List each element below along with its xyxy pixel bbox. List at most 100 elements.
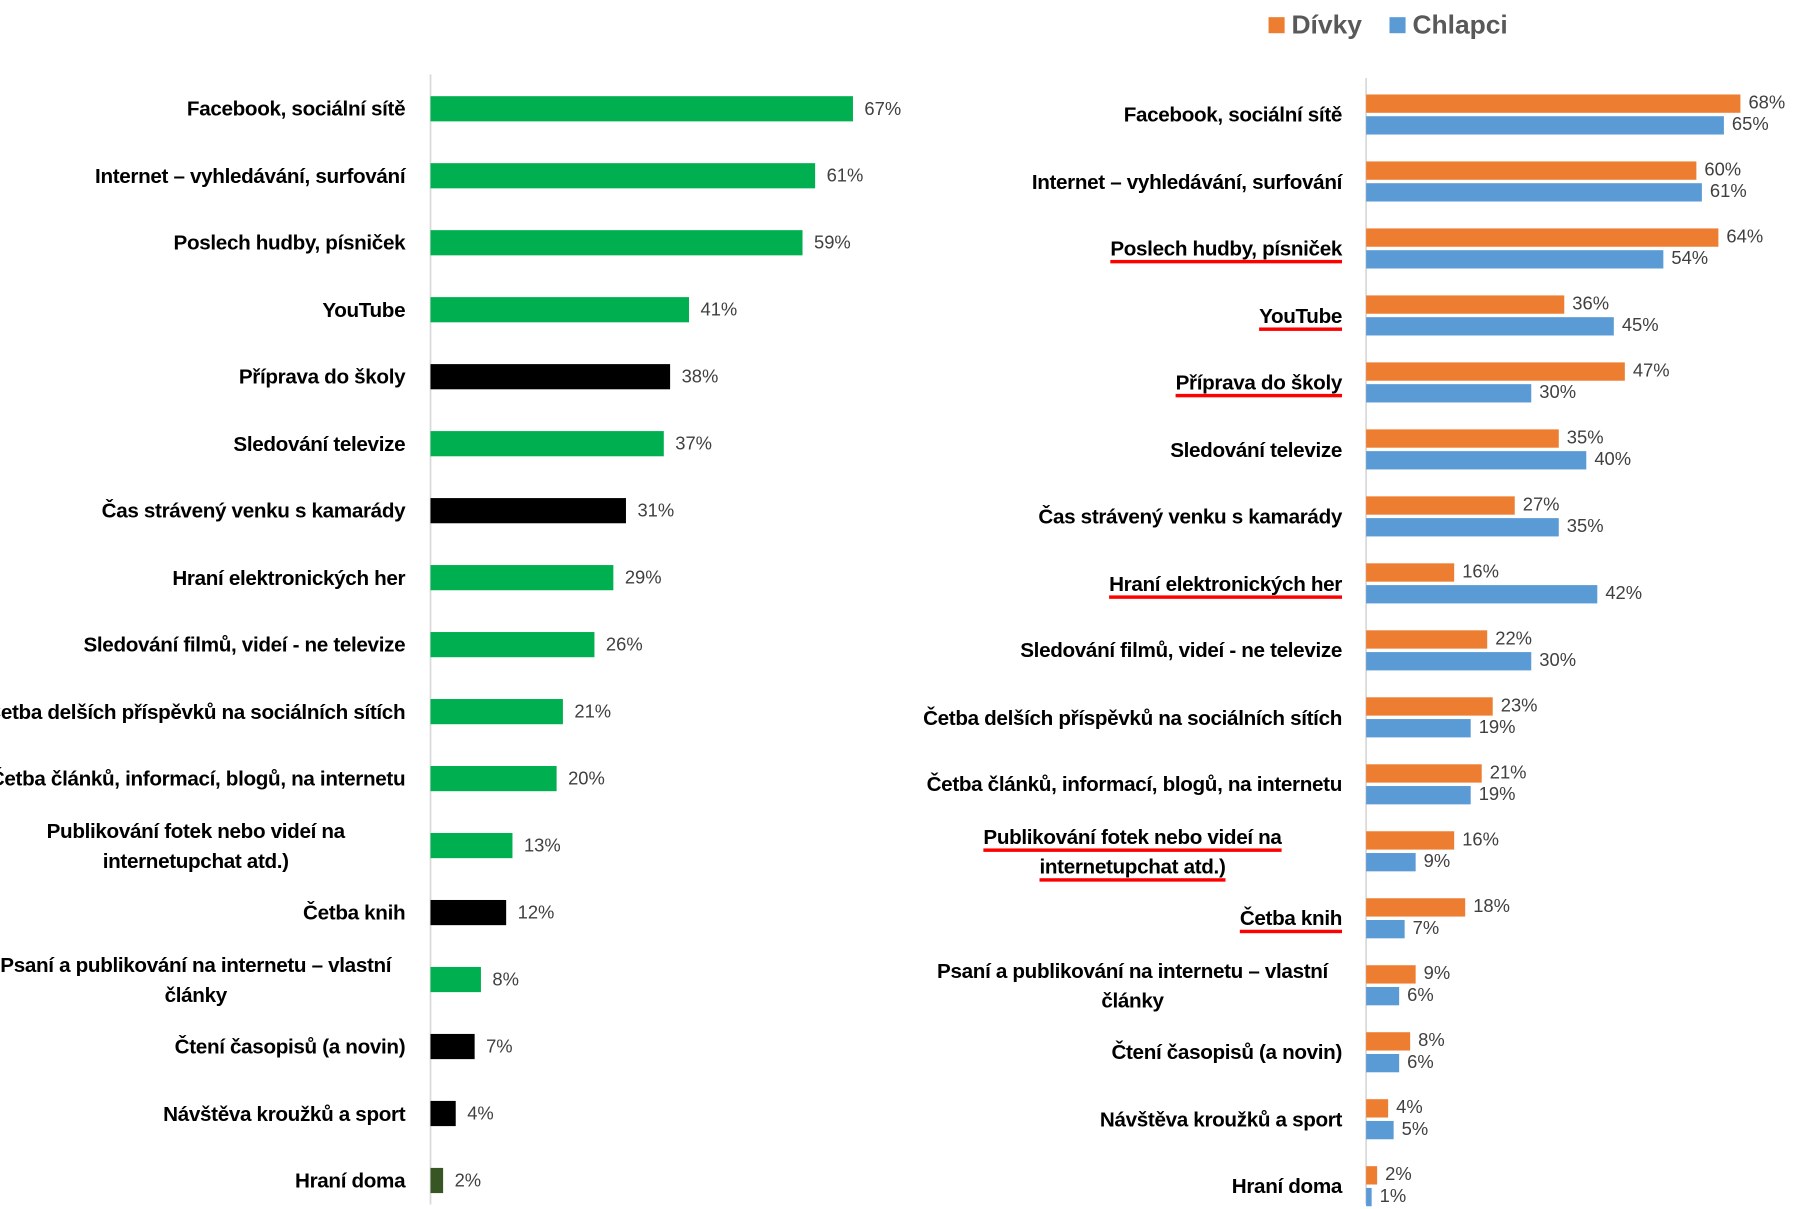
- bar: [1366, 853, 1416, 872]
- value-label: 29%: [625, 567, 662, 588]
- bar: [430, 1167, 444, 1194]
- value-label: 37%: [675, 433, 712, 454]
- value-label: 31%: [637, 500, 674, 521]
- category-label: Návštěva kroužků a sport: [163, 1102, 406, 1125]
- value-label: 23%: [1501, 694, 1538, 715]
- category-label: Čas strávený venku s kamarády: [1038, 504, 1343, 528]
- category-label: Čtení časopisů (a novin): [174, 1035, 406, 1058]
- bar: [1366, 630, 1488, 649]
- bar: [1366, 719, 1471, 738]
- category-label: Psaní a publikování na internetu – vlast…: [0, 953, 392, 1006]
- bar: [1366, 652, 1532, 671]
- bar: [430, 364, 671, 390]
- category-label-box: Četba delších příspěvků na sociálních sí…: [923, 702, 1342, 732]
- bar: [1366, 295, 1565, 314]
- value-label: 9%: [1424, 962, 1451, 983]
- value-label: 5%: [1402, 1118, 1429, 1139]
- category-label: Psaní a publikování na internetu – vlast…: [937, 958, 1328, 1012]
- category-label: Příprava do školy: [1175, 370, 1343, 394]
- category-label-box: Čas strávený venku s kamarády: [0, 496, 406, 526]
- category-label: Facebook, sociální sítě: [1123, 103, 1343, 126]
- bar: [430, 899, 507, 926]
- category-label-box: Hraní elektronických her: [0, 563, 405, 593]
- bar: [1366, 1120, 1394, 1140]
- value-label: 60%: [1704, 158, 1741, 179]
- category-label-box: Hraní elektronických her: [923, 568, 1342, 598]
- category-label: Sledování televize: [233, 432, 406, 456]
- value-label: 22%: [1495, 627, 1532, 648]
- value-label: 18%: [1473, 895, 1510, 916]
- bar: [1366, 831, 1455, 850]
- category-label: Publikování fotek nebo videí na internet…: [46, 819, 346, 872]
- bar: [1366, 250, 1664, 269]
- bar: [430, 565, 614, 591]
- bar: [1366, 764, 1482, 783]
- legend-swatch: [1389, 17, 1406, 34]
- category-label-box: Psaní a publikování na internetu – vlast…: [0, 950, 405, 1010]
- value-label: 45%: [1622, 314, 1659, 335]
- value-label: 35%: [1567, 515, 1604, 536]
- category-label: Hraní doma: [1231, 1174, 1343, 1198]
- value-label: 19%: [1479, 783, 1516, 804]
- value-label: 42%: [1605, 582, 1642, 603]
- category-label: Četba knih: [1239, 906, 1343, 930]
- category-label-box: Čtení časopisů (a novin): [923, 1037, 1342, 1067]
- bar: [430, 1033, 475, 1060]
- bar: [1366, 1187, 1372, 1207]
- category-label-box: Sledování televize: [923, 435, 1342, 465]
- value-label: 36%: [1572, 292, 1609, 313]
- bar: [1366, 1032, 1411, 1051]
- value-label: 61%: [1710, 180, 1747, 201]
- value-label: 6%: [1407, 984, 1434, 1005]
- value-label: 19%: [1479, 716, 1516, 737]
- legend-label: Dívky: [1292, 9, 1363, 39]
- bar: [1366, 384, 1532, 403]
- bar: [1366, 228, 1719, 247]
- value-label: 4%: [1396, 1096, 1423, 1117]
- bar: [1366, 697, 1493, 716]
- category-label-box: Hraní doma: [0, 1166, 406, 1196]
- value-label: 26%: [606, 634, 643, 655]
- category-label-box: Internet – vyhledávání, surfování: [923, 167, 1343, 197]
- value-label: 41%: [701, 299, 738, 320]
- bar: [430, 297, 690, 323]
- category-label: YouTube: [322, 298, 406, 322]
- value-label: 16%: [1462, 560, 1499, 581]
- category-label: YouTube: [1259, 303, 1343, 327]
- bar: [430, 632, 595, 658]
- category-label-box: Sledování filmů, videí - ne televize: [0, 630, 405, 660]
- bar: [1366, 563, 1455, 582]
- bar: [430, 966, 481, 993]
- category-label: Sledování televize: [1170, 437, 1343, 461]
- category-label: Četba knih: [303, 901, 406, 925]
- bar: [1366, 898, 1466, 917]
- value-label: 8%: [492, 969, 519, 990]
- bar: [430, 96, 853, 122]
- bar: [1366, 986, 1400, 1006]
- category-label: Internet – vyhledávání, surfování: [1031, 170, 1343, 193]
- bar: [430, 498, 626, 524]
- bar: [430, 699, 563, 725]
- value-label: 7%: [1413, 917, 1440, 938]
- bar: [1366, 429, 1559, 448]
- category-label-box: Četba delších příspěvků na sociálních sí…: [0, 697, 406, 727]
- category-label: Publikování fotek nebo videí na internet…: [983, 824, 1282, 878]
- category-label-box: Návštěva kroužků a sport: [923, 1104, 1342, 1134]
- category-label: Čas strávený venku s kamarády: [101, 499, 406, 523]
- legend-swatch: [1268, 17, 1285, 34]
- value-label: 30%: [1539, 649, 1576, 670]
- category-label-box: Četba článků, informací, blogů, na inter…: [0, 764, 406, 794]
- value-label: 40%: [1594, 448, 1631, 469]
- bar: [1366, 161, 1697, 180]
- value-label: 65%: [1732, 113, 1769, 134]
- bar: [430, 230, 803, 256]
- legend-label: Chlapci: [1412, 9, 1507, 39]
- category-label: Internet – vyhledávání, surfování: [95, 164, 406, 188]
- value-label: 13%: [524, 835, 561, 856]
- category-label-box: Návštěva kroužků a sport: [0, 1099, 405, 1129]
- bar: [1366, 94, 1741, 113]
- bar: [1366, 496, 1515, 515]
- category-label: Četba článků, informací, blogů, na inter…: [0, 767, 406, 791]
- category-label: Čtení časopisů (a novin): [1111, 1040, 1343, 1064]
